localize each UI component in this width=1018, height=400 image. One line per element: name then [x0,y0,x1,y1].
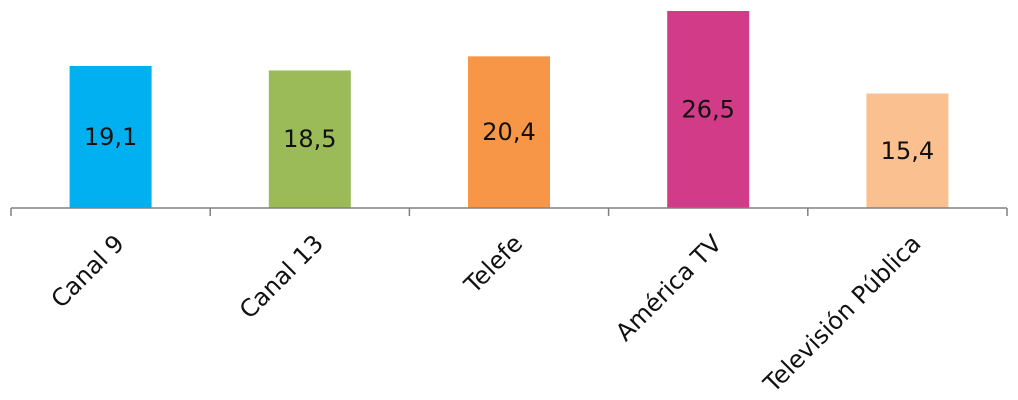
data-label: 19,1 [84,123,137,151]
data-label: 20,4 [482,118,535,146]
bar [468,56,550,208]
data-label: 18,5 [283,125,336,153]
bar [866,93,949,208]
data-label: 26,5 [681,96,734,124]
category-label: Telefe [458,229,528,299]
category-label: Canal 13 [234,229,329,324]
category-labels-group: Canal 9 Canal 13 Telefe América TV Televisió… [46,229,927,398]
category-label: Canal 9 [46,229,130,313]
data-label: 15,4 [881,137,934,165]
x-axis [10,207,1008,216]
bar [667,11,750,208]
bar [268,70,351,208]
bar [69,66,152,208]
category-label: América TV [610,229,728,347]
category-label: Televisión Pública [758,229,927,398]
bars-group [69,11,949,208]
value-labels-group: 19,1 18,5 20,4 26,5 15,4 [84,96,934,165]
